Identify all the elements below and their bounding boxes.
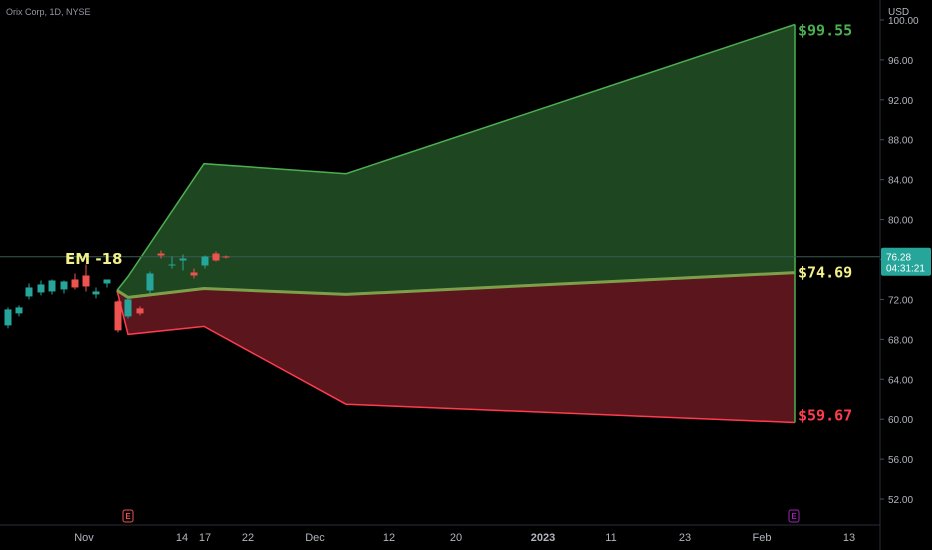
em-label: EM -18 (65, 250, 123, 268)
price-badge-box (881, 247, 931, 276)
candle (92, 287, 100, 299)
candle (82, 264, 90, 292)
candle-body (190, 272, 198, 276)
candle-body (71, 279, 79, 288)
candle-body (37, 284, 45, 293)
candle (201, 255, 209, 269)
mid-range-line (116, 271, 796, 299)
candle-body (60, 281, 68, 290)
earnings-marker-label: E (125, 512, 131, 521)
candle (15, 305, 23, 317)
upper-range-area (117, 24, 795, 298)
candle (4, 307, 12, 329)
candle (114, 300, 122, 333)
symbol-label: Orix Corp, 1D, NYSE (6, 7, 91, 17)
candle-body (222, 256, 230, 258)
candle-body (157, 253, 165, 256)
price-tick-label: 56.00 (888, 455, 913, 466)
expected-move-areas (116, 23, 796, 424)
time-tick-label: 12 (383, 532, 395, 544)
candle (37, 280, 45, 296)
time-axis[interactable]: Nov 14 17 22 Dec 12 20 2023 11 23 Feb 13 (0, 524, 880, 544)
time-tick-label: 20 (450, 532, 462, 544)
price-tick-label: 84.00 (888, 176, 913, 187)
earnings-marker-box (788, 509, 800, 523)
candle-body (4, 309, 12, 326)
candle-body (212, 253, 220, 261)
candle (146, 271, 154, 294)
lower-target-label: $59.67 (798, 406, 852, 424)
price-tick-label: 64.00 (888, 375, 913, 386)
candlestick-series (4, 250, 230, 333)
price-tick-label: 72.00 (888, 295, 913, 306)
time-tick-label: Dec (305, 532, 325, 544)
candle (60, 280, 68, 294)
candle (157, 250, 165, 259)
time-tick-label: 22 (242, 532, 254, 544)
candle-body (114, 301, 122, 331)
candle-body (136, 308, 144, 314)
earnings-marker[interactable]: E (122, 509, 134, 523)
candle-body (103, 279, 111, 284)
candle-body (82, 275, 90, 287)
price-tick-label: 60.00 (888, 415, 913, 426)
candle-body (25, 287, 33, 297)
earnings-marker[interactable]: E (788, 509, 800, 523)
candle (190, 268, 198, 279)
price-tick-label: 88.00 (888, 136, 913, 147)
candle-body (92, 291, 100, 295)
currency-label: USD (888, 7, 909, 18)
upper-range-line (116, 23, 796, 291)
price-tick-label: 68.00 (888, 335, 913, 346)
time-tick-label: Feb (753, 532, 772, 544)
price-tick-label: 80.00 (888, 216, 913, 227)
upper-target-label: $99.55 (798, 21, 852, 39)
time-tick-label: 17 (199, 532, 211, 544)
time-tick-label: 11 (605, 532, 616, 544)
mid-target-label: $74.69 (798, 264, 852, 282)
candle-body (201, 256, 209, 266)
candle (168, 256, 176, 269)
time-tick-label: 13 (843, 532, 855, 544)
price-tick-label: 100.00 (888, 16, 919, 27)
lower-range-line (116, 290, 796, 424)
candle-body (15, 307, 23, 314)
candle (136, 306, 144, 316)
current-price-value: 76.28 (886, 253, 911, 264)
price-tick-label: 92.00 (888, 96, 913, 107)
candle (71, 273, 79, 290)
earnings-marker-label: E (791, 512, 797, 521)
time-tick-label: Nov (74, 532, 94, 544)
candle-body (48, 280, 56, 292)
candle (25, 283, 33, 300)
candle (212, 251, 220, 262)
current-price-badge: 76.28 04:31:21 (881, 247, 931, 276)
time-tick-label: 23 (679, 532, 691, 544)
candle-body (146, 273, 154, 291)
candle (179, 254, 187, 271)
time-tick-label: 14 (176, 532, 188, 544)
candle (48, 279, 56, 295)
time-tick-label: 2023 (531, 532, 555, 544)
candle-body (168, 264, 176, 266)
candle (124, 297, 132, 319)
candle (222, 255, 230, 259)
earnings-marker-box (122, 509, 134, 523)
bar-countdown: 04:31:21 (886, 264, 925, 275)
price-tick-label: 96.00 (888, 56, 913, 67)
candle (103, 279, 111, 288)
price-tick-label: 52.00 (888, 495, 913, 506)
candle-body (124, 299, 132, 317)
lower-range-area (117, 272, 795, 423)
candle-body (179, 258, 187, 261)
